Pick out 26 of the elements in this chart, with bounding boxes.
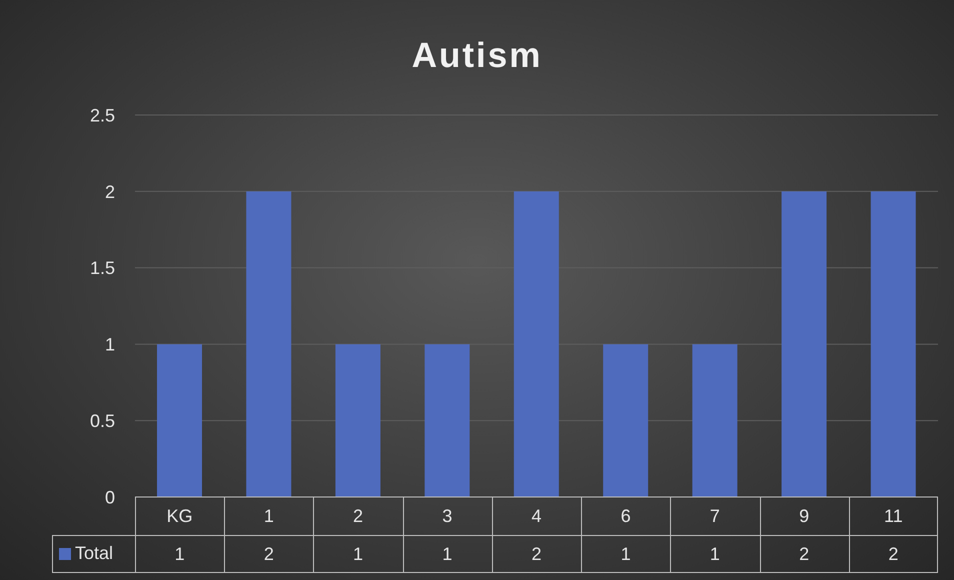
- data-label: 1: [708, 542, 721, 566]
- x-tick-label: 9: [799, 506, 810, 526]
- y-tick-label: 2: [104, 182, 115, 202]
- data-label: 1: [174, 542, 186, 566]
- data-label: 1: [352, 542, 364, 566]
- data-label: 1: [441, 542, 454, 566]
- y-tick-label: 1: [104, 334, 115, 355]
- data-label: 2: [530, 542, 542, 566]
- y-tick-label: 0: [104, 487, 115, 508]
- legend-label: Total: [75, 543, 114, 564]
- data-label: 2: [798, 542, 810, 566]
- data-label: 2: [887, 542, 900, 566]
- x-tick-label: 6: [620, 506, 631, 526]
- data-label: 2: [262, 542, 275, 566]
- x-tick-label: KG: [166, 506, 193, 526]
- x-tick-label: 1: [264, 506, 274, 526]
- x-tick-label: 7: [710, 506, 720, 526]
- y-tick-label: 1.5: [90, 258, 115, 278]
- x-tick-label: 2: [353, 506, 364, 526]
- data-label: 1: [620, 542, 632, 566]
- y-tick-label: 2.5: [90, 105, 115, 126]
- x-tick-label: 4: [531, 506, 542, 526]
- x-tick-label: 11: [884, 506, 903, 526]
- chart-title: Autism: [410, 36, 544, 76]
- x-tick-label: 3: [442, 506, 452, 526]
- y-tick-label: 0.5: [90, 410, 115, 431]
